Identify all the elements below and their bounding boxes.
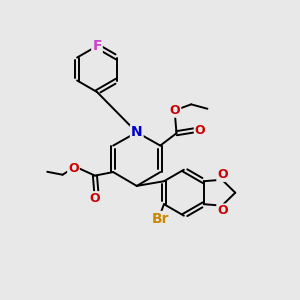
Text: F: F xyxy=(92,39,102,53)
Text: O: O xyxy=(217,205,228,218)
Text: O: O xyxy=(217,168,228,181)
Text: O: O xyxy=(90,192,100,205)
Text: O: O xyxy=(170,104,180,117)
Text: O: O xyxy=(195,124,206,137)
Text: N: N xyxy=(131,125,142,139)
Text: Br: Br xyxy=(152,212,169,226)
Text: O: O xyxy=(68,162,79,175)
